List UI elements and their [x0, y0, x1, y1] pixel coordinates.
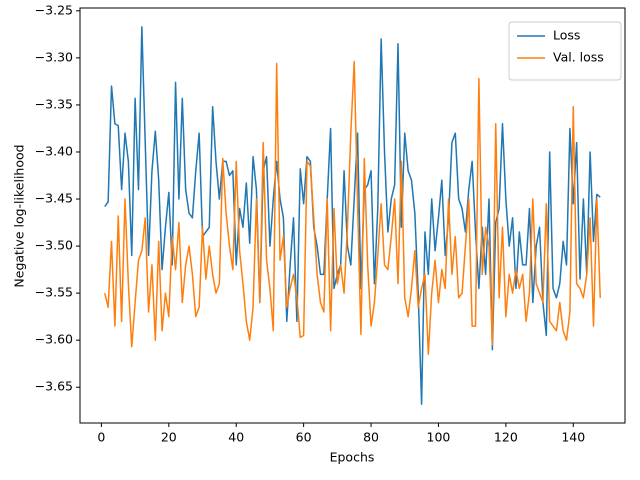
y-tick-label: −3.50 [35, 238, 73, 253]
line-series [104, 26, 601, 405]
y-tick-label: −3.45 [35, 191, 73, 206]
y-tick-label: −3.65 [35, 379, 73, 394]
legend-label: Loss [553, 28, 580, 43]
y-tick-label: −3.55 [35, 285, 73, 300]
x-tick-label: 60 [296, 430, 312, 445]
x-tick-label: 0 [97, 430, 105, 445]
x-tick-label: 80 [363, 430, 379, 445]
x-tick-label: 120 [494, 430, 518, 445]
x-tick-label: 140 [561, 430, 585, 445]
legend-label: Val. loss [553, 50, 604, 65]
y-tick-label: −3.30 [35, 49, 73, 64]
y-tick-label: −3.40 [35, 143, 73, 158]
x-tick-label: 40 [228, 430, 244, 445]
x-axis-label: Epochs [330, 450, 375, 465]
x-tick-label: 20 [161, 430, 177, 445]
y-tick-label: −3.60 [35, 332, 73, 347]
y-tick-label: −3.25 [35, 2, 73, 17]
line-series [104, 60, 601, 356]
axes-frame [79, 7, 626, 424]
y-tick-label: −3.35 [35, 96, 73, 111]
y-axis-label: Negative log-likelihood [12, 144, 27, 287]
x-tick-label: 100 [427, 430, 451, 445]
